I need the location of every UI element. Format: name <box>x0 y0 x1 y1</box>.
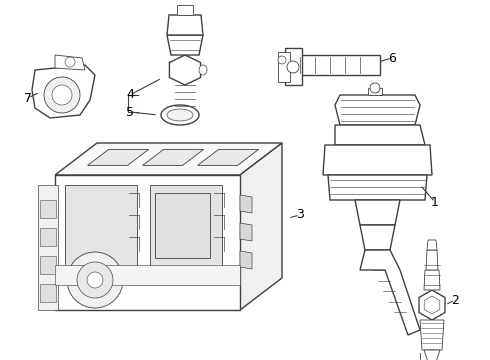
Polygon shape <box>240 223 252 241</box>
Circle shape <box>52 85 72 105</box>
Polygon shape <box>177 5 193 15</box>
Polygon shape <box>167 15 203 35</box>
Polygon shape <box>55 143 282 175</box>
Polygon shape <box>424 350 440 360</box>
Polygon shape <box>32 65 95 118</box>
Circle shape <box>67 252 123 308</box>
Polygon shape <box>55 265 240 285</box>
Ellipse shape <box>167 109 193 121</box>
Polygon shape <box>240 195 252 213</box>
Polygon shape <box>426 250 438 270</box>
Polygon shape <box>40 228 56 246</box>
Polygon shape <box>355 200 400 225</box>
Text: 3: 3 <box>296 208 304 221</box>
Polygon shape <box>335 95 420 125</box>
Polygon shape <box>40 200 56 218</box>
Circle shape <box>77 262 113 298</box>
Polygon shape <box>167 35 203 55</box>
Circle shape <box>44 77 80 113</box>
Polygon shape <box>143 149 204 165</box>
Polygon shape <box>335 125 425 145</box>
Polygon shape <box>170 55 200 85</box>
Ellipse shape <box>199 65 207 75</box>
Polygon shape <box>155 193 210 258</box>
Polygon shape <box>88 149 148 165</box>
Circle shape <box>278 56 286 64</box>
Polygon shape <box>424 270 440 290</box>
Circle shape <box>287 61 299 73</box>
Text: 6: 6 <box>388 51 396 64</box>
Polygon shape <box>285 48 302 85</box>
Polygon shape <box>65 185 137 275</box>
Polygon shape <box>368 88 382 95</box>
Polygon shape <box>150 185 222 275</box>
Polygon shape <box>240 251 252 269</box>
Polygon shape <box>328 175 427 200</box>
Polygon shape <box>323 145 432 175</box>
Polygon shape <box>40 284 56 302</box>
Polygon shape <box>38 185 58 310</box>
Circle shape <box>370 83 380 93</box>
Polygon shape <box>427 240 437 250</box>
Polygon shape <box>55 55 85 70</box>
Polygon shape <box>197 149 259 165</box>
Circle shape <box>65 57 75 67</box>
Polygon shape <box>360 250 420 335</box>
Polygon shape <box>290 55 380 75</box>
Polygon shape <box>419 290 445 320</box>
Text: 5: 5 <box>126 105 134 118</box>
Polygon shape <box>55 175 240 310</box>
Text: 7: 7 <box>24 91 32 104</box>
Text: 2: 2 <box>451 293 459 306</box>
Polygon shape <box>240 143 282 310</box>
Polygon shape <box>360 225 395 250</box>
Text: 4: 4 <box>126 89 134 102</box>
Polygon shape <box>40 256 56 274</box>
Polygon shape <box>420 320 444 350</box>
Circle shape <box>87 272 103 288</box>
Polygon shape <box>278 52 290 82</box>
Ellipse shape <box>161 105 199 125</box>
Text: 1: 1 <box>431 195 439 208</box>
